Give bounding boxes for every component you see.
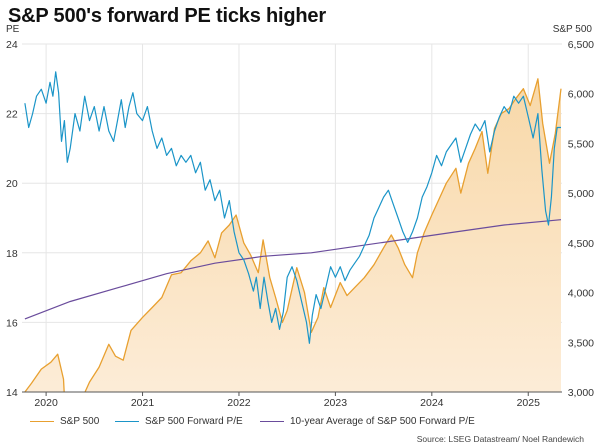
legend-swatch-10y-average: [260, 421, 284, 422]
x-tick-label: 2023: [324, 397, 348, 409]
y-left-tick-label: 14: [6, 387, 18, 399]
legend-label-10y-average: 10-year Average of S&P 500 Forward P/E: [290, 416, 475, 427]
source-note: Source: LSEG Datastream/ Noel Randewich: [416, 434, 584, 444]
x-tick-label: 2020: [34, 397, 58, 409]
legend-label-sp500: S&P 500: [60, 416, 100, 427]
legend-swatch-sp500: [30, 421, 54, 422]
y-left-tick-label: 16: [6, 317, 18, 329]
y-right-tick-label: 6,000: [568, 89, 594, 101]
y-right-unit-label: S&P 500: [553, 24, 593, 35]
y-right-tick-label: 3,500: [568, 337, 594, 349]
y-left-tick-label: 20: [6, 178, 18, 190]
y-left-unit-label: PE: [6, 24, 20, 35]
legend-label-forward-pe: S&P 500 Forward P/E: [145, 416, 243, 427]
series-layer: [24, 71, 562, 392]
legend-swatch-forward-pe: [115, 421, 139, 422]
x-tick-label: 2022: [227, 397, 251, 409]
sp500-line: [24, 78, 562, 392]
y-right-tick-label: 4,500: [568, 238, 594, 250]
forward-pe-line: [24, 71, 561, 344]
y-right-tick-label: 4,000: [568, 288, 594, 300]
x-tick-label: 2025: [517, 397, 541, 409]
y-left-tick-label: 24: [6, 39, 18, 51]
y-left-tick-label: 22: [6, 109, 18, 121]
y-right-tick-label: 5,500: [568, 138, 594, 150]
y-left-tick-label: 18: [6, 248, 18, 260]
y-right-tick-label: 6,500: [568, 39, 594, 51]
chart-title: S&P 500's forward PE ticks higher: [8, 5, 326, 27]
x-tick-label: 2024: [420, 397, 444, 409]
legend-item-sp500: S&P 500: [30, 416, 99, 427]
y-right-tick-label: 5,000: [568, 188, 594, 200]
avg10y-line: [24, 219, 562, 320]
x-tick-label: 2021: [131, 397, 155, 409]
legend-item-10y-average: 10-year Average of S&P 500 Forward P/E: [260, 416, 475, 427]
y-right-tick-label: 3,000: [568, 387, 594, 399]
legend: S&P 500 S&P 500 Forward P/E 10-year Aver…: [0, 416, 598, 432]
legend-item-forward-pe: S&P 500 Forward P/E: [115, 416, 243, 427]
sp500-area: [24, 78, 561, 392]
